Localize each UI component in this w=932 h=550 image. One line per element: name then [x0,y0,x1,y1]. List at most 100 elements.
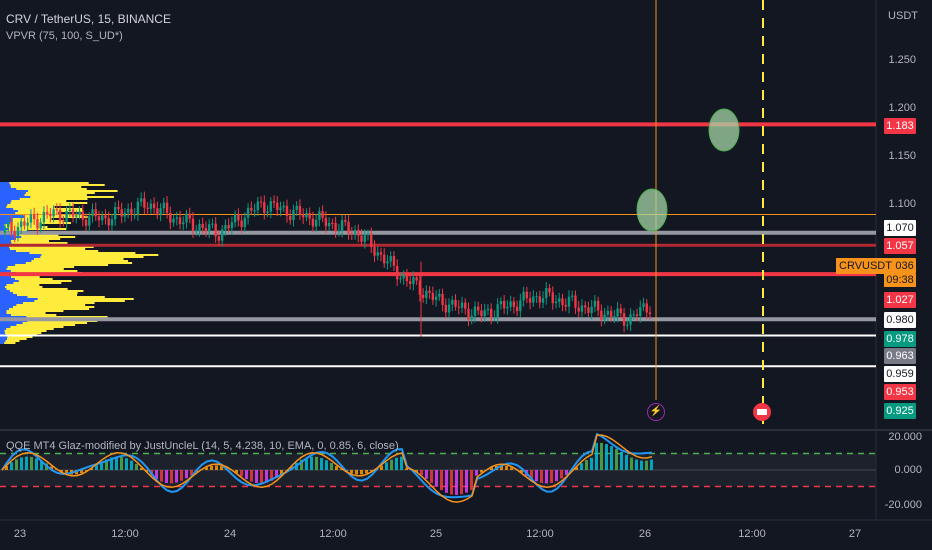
qqe-histogram-bar [15,459,18,470]
candle-body [399,278,402,280]
vpvr-indicator-label[interactable]: VPVR (75, 100, S_UD*) [6,30,123,42]
volume-profile-up-bar [0,252,30,254]
volume-profile-down-bar [13,282,62,284]
qqe-histogram-bar [455,470,458,495]
candle-body [532,296,535,303]
qqe-histogram-bar [490,467,493,470]
volume-profile-down-bar [15,264,109,266]
qqe-histogram-bar [270,470,273,481]
candle-body [363,235,366,242]
candle-body [418,280,422,295]
volume-profile-up-bar [0,314,11,316]
volume-profile-up-bar [0,282,14,284]
qqe-histogram-bar [605,444,608,470]
volume-profile-up-bar [0,194,25,196]
qqe-histogram-bar [370,470,373,472]
candle-body [13,231,16,237]
time-tick-label: 12:00 [319,528,347,540]
qqe-histogram-bar [635,459,638,470]
candle-body [26,222,29,226]
candle-body [182,222,185,225]
volume-profile-down-bar [15,238,61,240]
price-tick-label: 1.200 [888,102,916,114]
qqe-histogram-bar [120,456,123,470]
candle-body [169,213,172,223]
candle-body [327,222,331,227]
candle-body [434,296,438,300]
volume-profile-up-bar [0,276,11,278]
time-tick-label: 23 [13,528,27,540]
candle-body [91,209,94,217]
volume-profile-down-bar [19,198,88,200]
qqe-histogram-bar [170,470,173,484]
lightning-event-icon[interactable]: ⚡ [647,403,665,421]
candle-body [645,303,648,313]
volume-profile-up-bar [0,226,5,228]
price-level-badge: 0.959 [884,366,916,382]
candle-body [457,306,460,308]
volume-profile-up-bar [0,284,7,286]
candle-body [191,218,195,232]
volume-profile-up-bar [0,202,11,204]
qqe-histogram-bar [35,458,38,470]
candle-body [639,307,642,316]
candle-body [626,324,629,326]
volume-profile-down-bar [5,340,20,342]
candle-body [107,218,110,226]
candle-body [567,296,571,307]
qqe-histogram-bar [85,470,88,471]
price-level-badge: 0.980 [884,312,916,328]
volume-profile-down-bar [24,216,88,218]
candle-body [538,296,541,303]
candle-body [68,209,72,212]
qqe-histogram-bar [65,470,68,474]
volume-profile-up-bar [0,248,10,250]
candle-body [308,212,311,219]
volume-profile-down-bar [10,186,82,188]
volume-profile-up-bar [0,268,7,270]
candle-body [480,310,483,317]
candle-body [545,287,548,299]
volume-profile-down-bar [29,252,136,254]
candle-body [39,222,42,229]
volume-profile-up-bar [0,216,25,218]
volume-profile-up-bar [0,332,5,334]
volume-profile-up-bar [0,242,12,244]
qqe-histogram-bar [330,463,333,470]
volume-profile-down-bar [25,192,95,194]
volume-profile-down-bar [6,288,68,290]
volume-profile-up-bar [0,210,18,212]
qqe-histogram-bar [125,458,128,470]
candle-body [489,308,493,318]
volume-profile-down-bar [25,262,133,264]
candle-body [295,205,298,210]
volume-profile-down-bar [6,268,64,270]
candle-body [622,313,626,326]
qqe-histogram-bar [380,465,383,470]
symbol-title[interactable]: CRV / TetherUS, 15, BINANCE [6,12,171,26]
candle-body [357,229,360,236]
volume-profile-up-bar [0,186,11,188]
qqe-histogram-bar [500,465,503,470]
volume-profile-down-bar [27,296,105,298]
candle-body [292,209,295,221]
candle-body [405,274,409,282]
us-flag-icon[interactable] [753,403,771,421]
candle-body [97,216,101,221]
qqe-indicator-title[interactable]: QQE MT4 Glaz-modified by JustUncleL (14,… [6,440,399,452]
candle-body [383,254,386,264]
volume-profile-down-bar [9,248,86,250]
qqe-histogram-bar [615,448,618,470]
volume-profile-up-bar [0,292,13,294]
time-tick-label: 12:00 [738,528,766,540]
volume-profile-up-bar [0,240,11,242]
volume-profile-down-bar [16,234,59,236]
candle-body [114,207,117,220]
candle-body [561,298,564,305]
volume-profile-down-bar [7,266,75,268]
volume-profile-up-bar [0,290,10,292]
candle-body [613,316,616,318]
candle-body [29,214,33,223]
qqe-histogram-bar [75,470,78,475]
